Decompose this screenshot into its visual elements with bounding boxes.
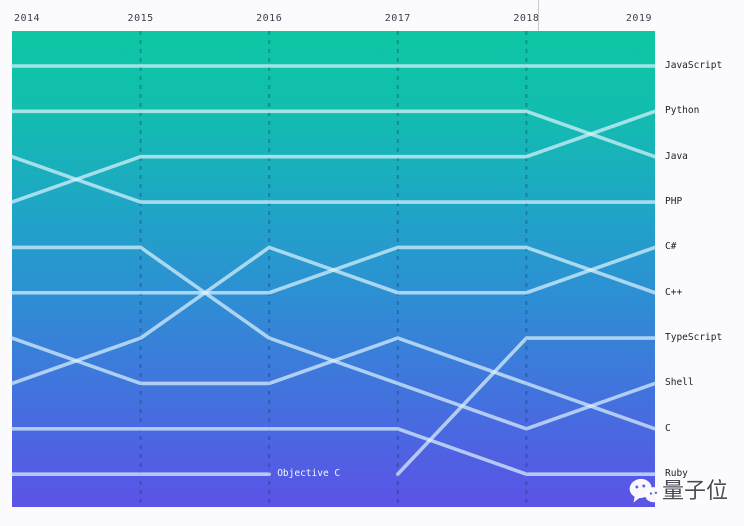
- year-label-2019: 2019: [625, 13, 652, 24]
- series-line-c-: [10, 245, 657, 386]
- inline-label-objective-c: Objective C: [277, 468, 341, 480]
- top-margin-tick: [538, 0, 539, 31]
- series-line-ruby: [10, 426, 657, 476]
- series-line-python: [10, 109, 657, 204]
- wechat-icon: [629, 478, 663, 504]
- watermark: 量子位: [628, 475, 744, 509]
- language-label-java: Java: [665, 150, 688, 162]
- language-label-typescript: TypeScript: [665, 332, 723, 344]
- series-line-php: [10, 154, 657, 204]
- language-label-ruby: Ruby: [665, 468, 688, 480]
- year-label-2018: 2018: [513, 13, 540, 24]
- year-label-2017: 2017: [384, 13, 411, 24]
- language-label-c-: C#: [665, 241, 677, 253]
- language-label-c-: C++: [665, 286, 683, 298]
- series-line-typescript: [395, 336, 657, 476]
- language-label-php: PHP: [665, 196, 683, 208]
- language-label-c: C: [665, 422, 671, 434]
- series-line-c: [10, 336, 657, 431]
- series-line-c-: [10, 245, 657, 295]
- language-label-javascript: JavaScript: [665, 60, 723, 71]
- year-label-2015: 2015: [127, 13, 154, 24]
- language-label-python: Python: [665, 105, 700, 117]
- watermark-text: 量子位: [662, 479, 729, 504]
- year-label-2016: 2016: [256, 13, 283, 24]
- series-line-java: [10, 109, 657, 159]
- year-label-2014: 2014: [14, 13, 41, 24]
- language-label-shell: Shell: [665, 377, 694, 389]
